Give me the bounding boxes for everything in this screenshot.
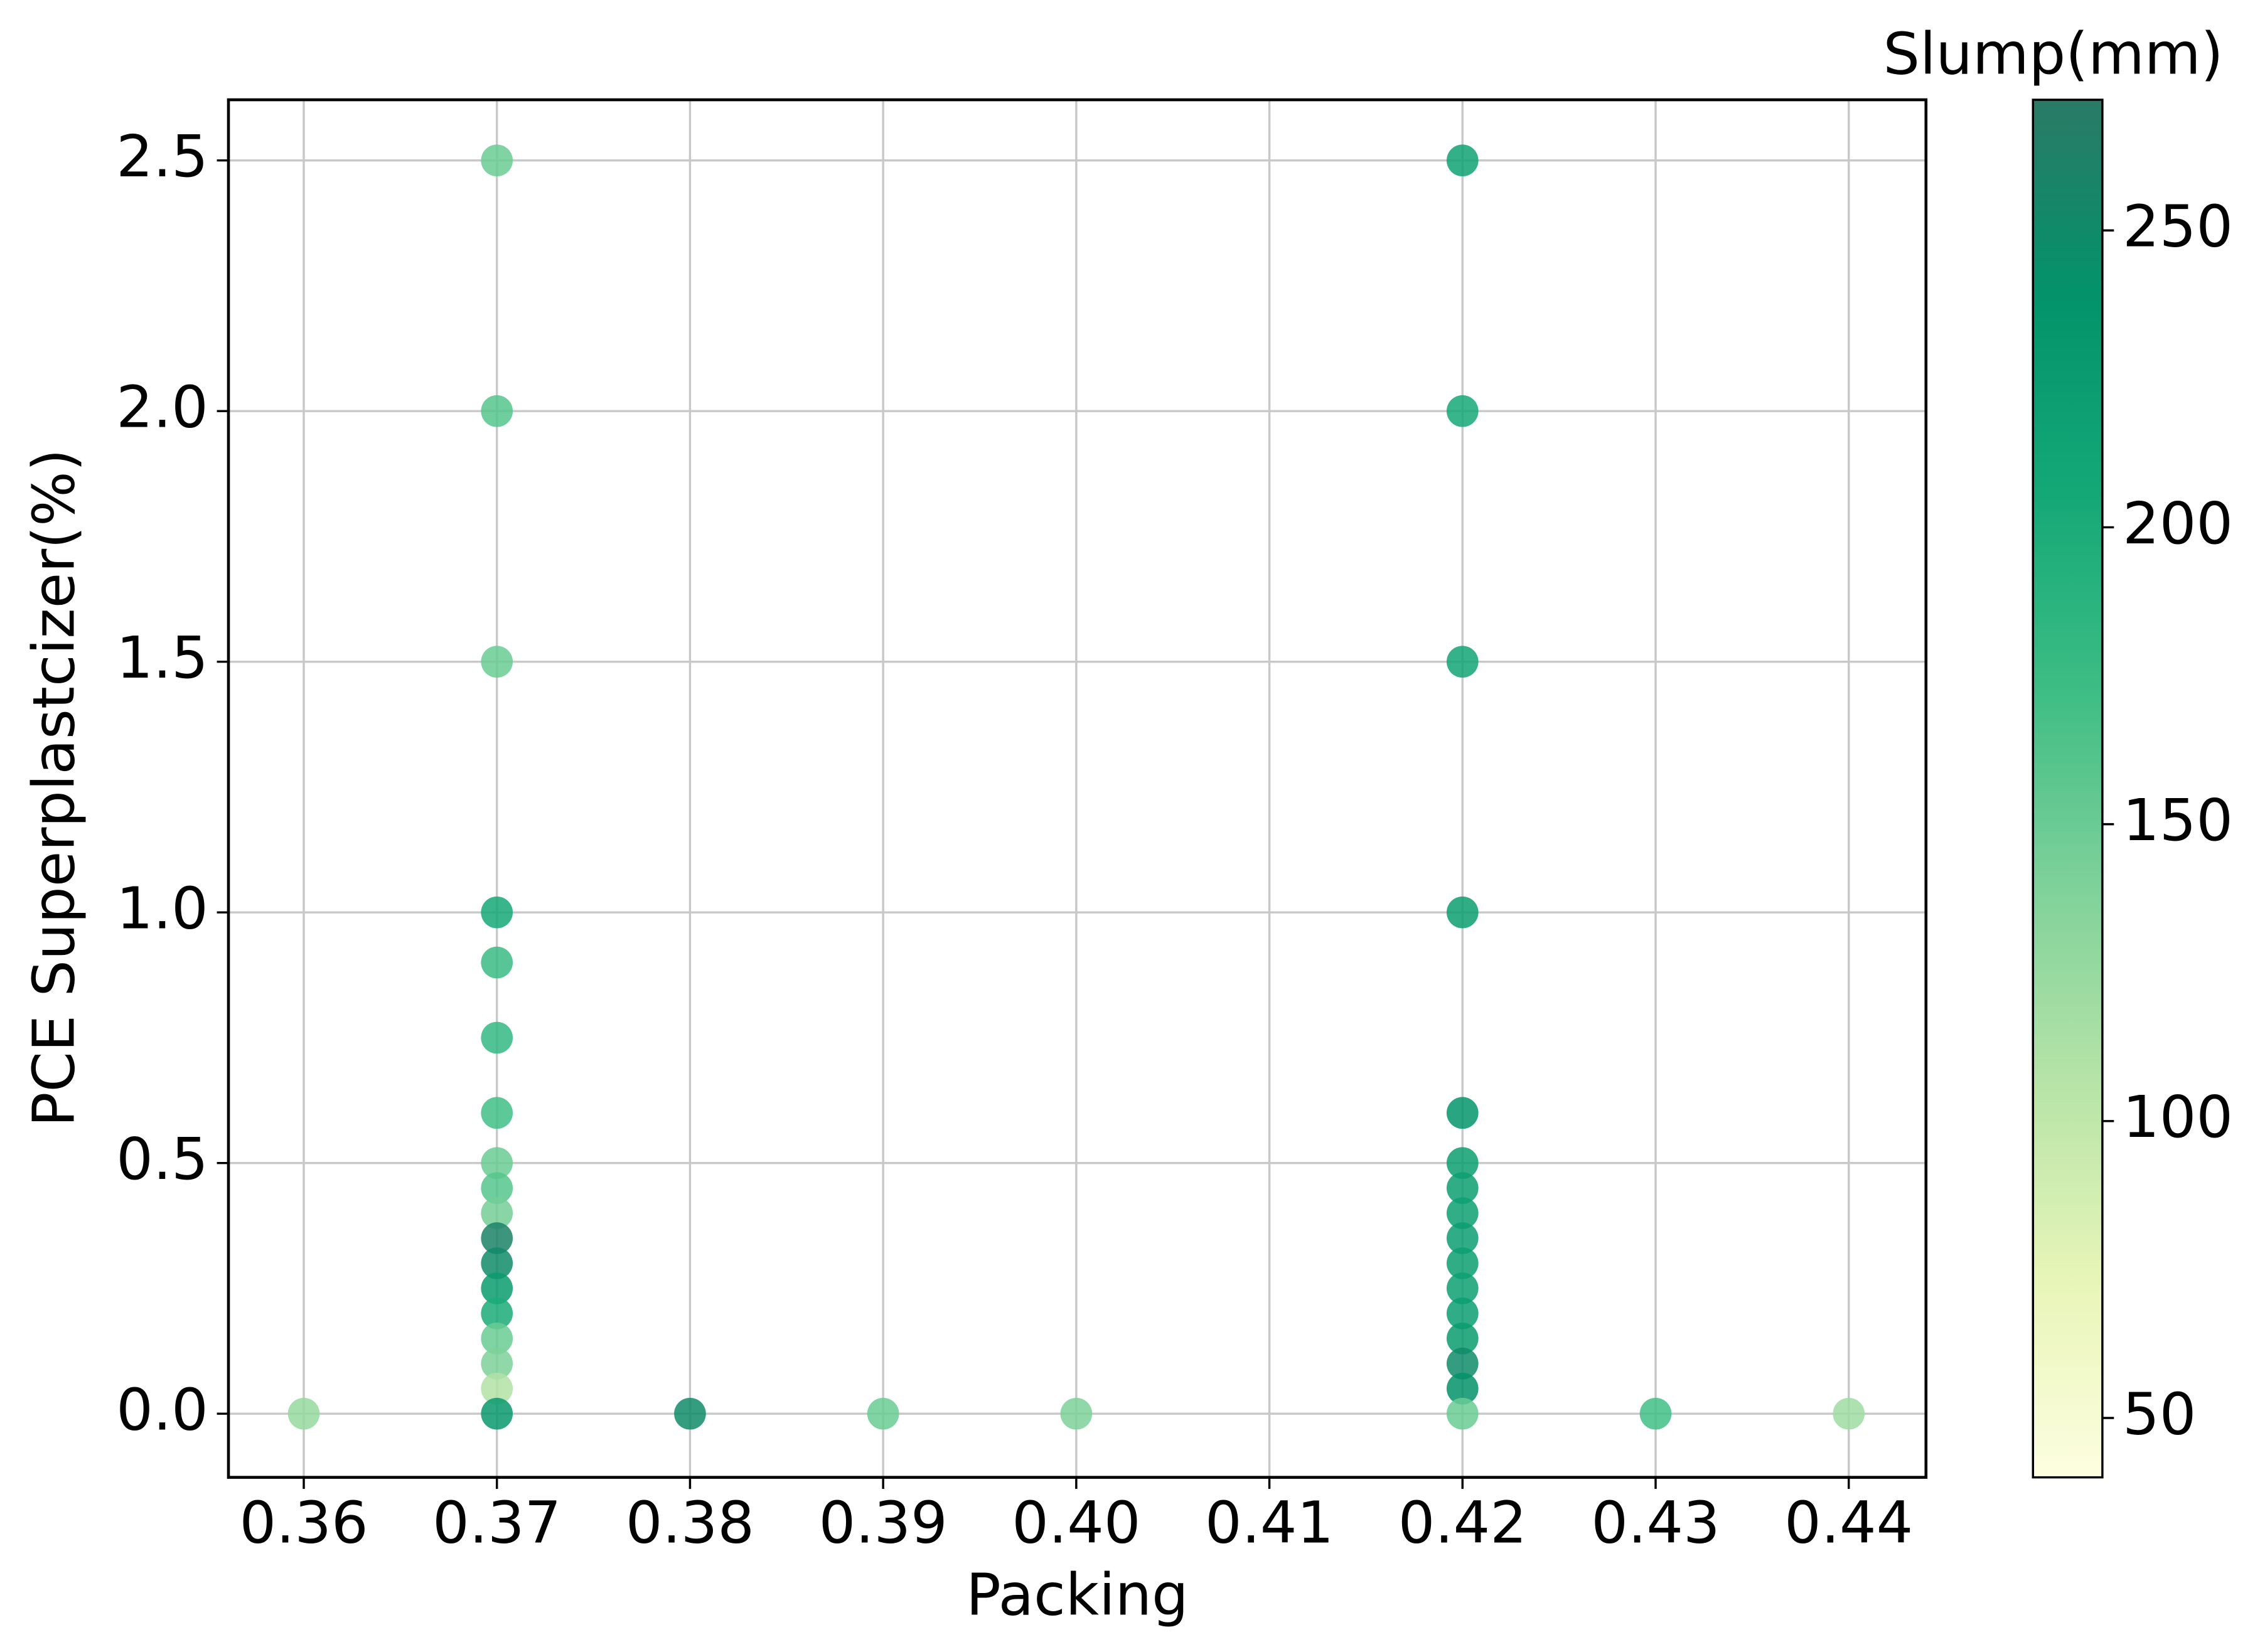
x-tick-label: 0.37: [432, 1488, 561, 1556]
point: [1833, 1397, 1865, 1430]
y-tick-label: 1.5: [116, 624, 208, 691]
point: [1446, 395, 1479, 427]
point: [1446, 1347, 1479, 1380]
point: [481, 1372, 513, 1405]
colorbar-tick-label: 100: [2123, 1083, 2233, 1151]
point: [481, 1147, 513, 1180]
x-tick-label: 0.41: [1205, 1488, 1334, 1556]
y-tick-label: 0.5: [116, 1125, 208, 1193]
point: [674, 1397, 706, 1430]
colorbar: [2032, 99, 2104, 1479]
x-tick-label: 0.39: [819, 1488, 948, 1556]
point: [1446, 1397, 1479, 1430]
colorbar-tick-label: 250: [2123, 193, 2233, 260]
x-tick-label: 0.38: [626, 1488, 754, 1556]
y-axis-label: PCE Superplastcizer(%): [20, 449, 88, 1127]
y-tick-label: 0.0: [116, 1376, 208, 1444]
point: [481, 1397, 513, 1430]
point: [1639, 1397, 1672, 1430]
point: [481, 1222, 513, 1254]
point: [481, 1247, 513, 1279]
point: [1446, 646, 1479, 678]
point: [1446, 1322, 1479, 1355]
point: [481, 144, 513, 177]
point: [1060, 1397, 1093, 1430]
x-tick-label: 0.43: [1591, 1488, 1720, 1556]
point: [481, 1197, 513, 1229]
point: [1446, 1222, 1479, 1254]
x-tick-label: 0.36: [239, 1488, 368, 1556]
point: [481, 946, 513, 979]
point: [287, 1397, 320, 1430]
point: [481, 896, 513, 929]
point: [481, 1298, 513, 1330]
x-tick-label: 0.42: [1398, 1488, 1527, 1556]
colorbar-tick-label: 50: [2123, 1380, 2196, 1447]
y-tick-label: 2.5: [116, 122, 208, 190]
point: [1446, 1298, 1479, 1330]
point: [1446, 144, 1479, 177]
colorbar-tick-label: 150: [2123, 786, 2233, 854]
point: [481, 1272, 513, 1304]
point: [481, 1322, 513, 1355]
x-axis-label: Packing: [966, 1561, 1188, 1629]
point: [867, 1397, 899, 1430]
point: [1446, 1172, 1479, 1204]
point: [1446, 1272, 1479, 1304]
point: [481, 395, 513, 427]
x-tick-label: 0.44: [1784, 1488, 1913, 1556]
colorbar-label: Slump(mm): [1883, 20, 2223, 88]
y-tick-label: 2.0: [116, 373, 208, 441]
point: [481, 1021, 513, 1054]
plot-frame: [227, 98, 1928, 1479]
point: [1446, 1097, 1479, 1129]
x-tick-label: 0.40: [1012, 1488, 1140, 1556]
point: [481, 1347, 513, 1380]
point: [481, 1097, 513, 1129]
point: [481, 1172, 513, 1204]
point: [1446, 1247, 1479, 1279]
point: [1446, 1197, 1479, 1229]
point: [1446, 896, 1479, 929]
y-tick-label: 1.0: [116, 875, 208, 942]
point: [481, 646, 513, 678]
point: [1446, 1372, 1479, 1405]
colorbar-tick-label: 200: [2123, 489, 2233, 557]
point: [1446, 1147, 1479, 1180]
